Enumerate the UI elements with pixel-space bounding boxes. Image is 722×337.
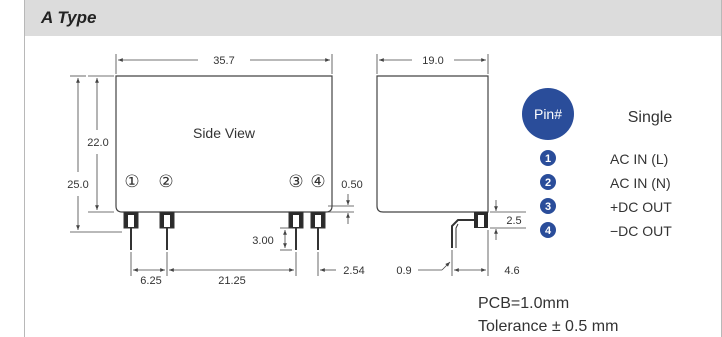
side-view-body xyxy=(115,75,333,213)
pin-row-4: 4 −DC OUT xyxy=(540,222,672,239)
pin-num-badge-1-text: 1 xyxy=(545,153,551,165)
end-view-pin-base-hole xyxy=(478,215,484,227)
dim-end-left-value: 0.9 xyxy=(396,265,411,277)
dim-end-right-value: 4.6 xyxy=(504,265,519,277)
dim-standoff-value: 0.50 xyxy=(341,179,362,191)
pin-header-column: Single xyxy=(628,109,673,126)
dim-pitch-c-value: 2.54 xyxy=(343,265,364,277)
pin-num-badge-4-text: 4 xyxy=(545,225,552,237)
dim-body-height-value: 22.0 xyxy=(87,137,108,149)
dim-pin-length xyxy=(280,227,292,251)
dim-total-height xyxy=(70,75,122,233)
dim-pitch-b-value: 21.25 xyxy=(218,275,246,287)
dim-side-width xyxy=(115,54,333,74)
dim-end-width xyxy=(376,54,489,74)
note-tolerance: Tolerance ± 0.5 mm xyxy=(478,318,618,335)
pin-row-1: 1 AC IN (L) xyxy=(540,150,668,167)
pin-number-1: ① xyxy=(124,172,139,192)
dim-end-width-value: 19.0 xyxy=(422,55,443,67)
pin-num-badge-2-text: 2 xyxy=(545,177,551,189)
dim-body-height xyxy=(88,75,114,213)
pin-table: Pin# Single 1 AC IN (L) 2 AC IN (N) 3 +D… xyxy=(522,88,672,239)
side-view: Side View ① ② ③ ④ 35.7 xyxy=(67,54,365,287)
side-view-pins xyxy=(123,211,326,250)
end-view-body xyxy=(376,75,489,213)
section-title: A Type xyxy=(41,8,97,27)
pin-row-3: 3 +DC OUT xyxy=(540,198,672,215)
dim-end-pin-height xyxy=(490,200,526,240)
dim-total-height-value: 25.0 xyxy=(67,179,88,191)
pin-header-badge-text: Pin# xyxy=(534,106,562,122)
pin-base-hole-3 xyxy=(293,215,299,227)
end-view-pin-leg-edge xyxy=(455,223,459,248)
dim-side-width-value: 35.7 xyxy=(213,55,234,67)
pin-base-hole-2 xyxy=(164,215,170,227)
pin-header-badge xyxy=(522,88,574,140)
dim-end-pin-height-value: 2.5 xyxy=(506,215,521,227)
pin-row-3-label: +DC OUT xyxy=(610,199,672,215)
pin-number-2: ② xyxy=(158,172,173,192)
pin-num-badge-2 xyxy=(540,174,556,190)
pin-row-2: 2 AC IN (N) xyxy=(540,174,671,191)
end-view-pin-leg xyxy=(451,219,474,248)
pin-row-4-label: −DC OUT xyxy=(610,223,672,239)
pin-row-1-label: AC IN (L) xyxy=(610,151,668,167)
note-pcb: PCB=1.0mm xyxy=(478,295,569,312)
dim-pin-length-value: 3.00 xyxy=(252,235,273,247)
side-view-label: Side View xyxy=(193,125,256,141)
dim-standoff xyxy=(328,194,354,224)
pin-num-badge-1 xyxy=(540,150,556,166)
pin-number-3: ③ xyxy=(288,172,303,192)
pin-num-badge-3-text: 3 xyxy=(545,201,551,213)
pin-num-badge-3 xyxy=(540,198,556,214)
pin-base-hole-4 xyxy=(315,215,321,227)
pin-num-badge-4 xyxy=(540,222,556,238)
frame-left-border xyxy=(24,36,25,337)
pin-row-2-label: AC IN (N) xyxy=(610,175,671,191)
dim-pitch-a-value: 6.25 xyxy=(140,275,161,287)
section-header: A Type xyxy=(24,0,722,36)
dim-pitch xyxy=(130,252,336,276)
dim-end-bottom xyxy=(418,230,489,276)
pin-number-4: ④ xyxy=(310,172,325,192)
pin-base-hole-1 xyxy=(128,215,134,227)
end-view: 19.0 2.5 0.9 4.6 xyxy=(376,54,526,277)
